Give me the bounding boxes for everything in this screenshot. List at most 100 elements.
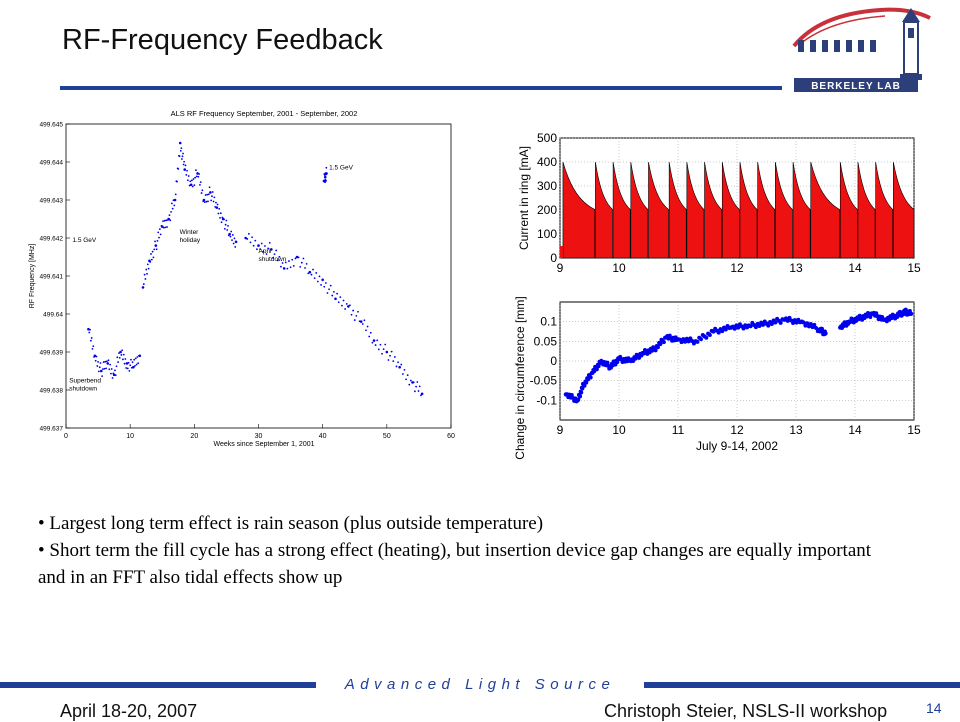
y-tick-label: 499.64 [43, 312, 63, 319]
y-tick-label: -0.05 [530, 374, 558, 388]
trace-point [168, 214, 171, 217]
annotation-label: 1.5 GeV [329, 165, 354, 172]
trace-point [791, 321, 796, 326]
trace-point [310, 273, 313, 276]
trace-point [170, 202, 173, 205]
trace-point [173, 204, 176, 207]
trace-point [331, 294, 334, 297]
trace-point [181, 155, 184, 158]
footer-author: Christoph Steier, NSLS-II workshop [604, 701, 888, 721]
trace-point [99, 362, 102, 364]
trace-point [339, 296, 342, 298]
trace-point [207, 193, 210, 196]
trace-point [267, 247, 270, 250]
trace-point [741, 326, 746, 331]
data-point [398, 365, 401, 369]
trace-point [361, 323, 364, 325]
trace-point [194, 176, 197, 179]
circ-x-label: July 9-14, 2002 [696, 439, 778, 453]
y-tick-label: 100 [537, 227, 557, 241]
trace-point [200, 192, 203, 194]
trace-point [615, 360, 620, 365]
trace-point [219, 216, 221, 219]
trace-point [88, 331, 91, 334]
trace-point [320, 284, 322, 286]
trace-point [137, 362, 140, 365]
fill-cycle [704, 161, 722, 259]
trace-point [174, 193, 177, 196]
footer-date: April 18-20, 2007 [60, 701, 198, 721]
data-point [189, 183, 193, 187]
trace-point [812, 322, 817, 327]
trace-point [90, 337, 93, 339]
trace-point [382, 348, 385, 351]
trace-point [326, 292, 329, 294]
trace-point [328, 288, 330, 291]
trace-point [195, 169, 197, 172]
trace-point [324, 181, 326, 184]
trace-point [259, 248, 262, 251]
trace-point [116, 356, 119, 359]
x-tick-label: 40 [319, 433, 327, 440]
trace-point [260, 242, 263, 245]
trace-point [206, 193, 209, 196]
trace-point [748, 324, 753, 329]
trace-point [337, 301, 340, 304]
data-point [295, 255, 299, 259]
trace-point [307, 272, 310, 275]
trace-point [199, 183, 201, 186]
data-point [183, 168, 187, 171]
trace-point [323, 285, 326, 288]
x-tick-label: 13 [789, 423, 803, 437]
y-tick-label: 400 [537, 155, 557, 169]
annotation-label: shutdown [259, 256, 287, 263]
trace-point [105, 367, 108, 370]
trace-point [416, 381, 419, 383]
rf-data [87, 141, 424, 397]
trace-point [415, 385, 418, 388]
trace-point [377, 348, 380, 351]
trace-point [284, 261, 287, 264]
data-point [125, 362, 129, 365]
trace-point [146, 272, 148, 275]
trace-point [215, 201, 217, 204]
data-point [215, 206, 219, 209]
circ-axes: 9 10 11 12 13 14 15 -0.1 -0.05 0 0.05 0.1 [530, 302, 921, 437]
fill-cycle [595, 161, 613, 259]
data-point [323, 175, 327, 179]
trace-point [220, 221, 223, 224]
trace-point [332, 290, 335, 293]
annotation-label: Winter [180, 229, 200, 236]
trace-point [106, 360, 108, 363]
trace-point [736, 325, 741, 330]
data-point [178, 141, 182, 145]
trace-point [171, 207, 174, 210]
data-point [141, 286, 145, 289]
annotation-label: April [259, 248, 273, 255]
trace-point [104, 360, 107, 363]
trace-point [594, 367, 599, 372]
trace-point [149, 261, 152, 263]
fill-cycle [857, 161, 876, 259]
trace-point [229, 235, 232, 238]
trace-point [297, 256, 300, 259]
trace-point [576, 397, 581, 402]
trace-point [197, 175, 200, 178]
trace-point [365, 329, 367, 332]
data-point [257, 244, 260, 247]
trace-point [760, 322, 765, 327]
data-point [87, 327, 90, 331]
trace-point [170, 210, 172, 213]
trace-point [224, 223, 227, 226]
trace-point [234, 246, 237, 248]
trace-point [805, 321, 810, 326]
trace-point [143, 273, 146, 276]
y-tick-label: 500 [537, 131, 557, 145]
fill-cycle [668, 161, 687, 259]
trace-point [312, 268, 314, 271]
trace-point [227, 224, 229, 227]
trace-point [757, 323, 762, 328]
fill-cycle [875, 161, 894, 259]
circ-data [563, 307, 914, 404]
trace-point [101, 368, 104, 370]
